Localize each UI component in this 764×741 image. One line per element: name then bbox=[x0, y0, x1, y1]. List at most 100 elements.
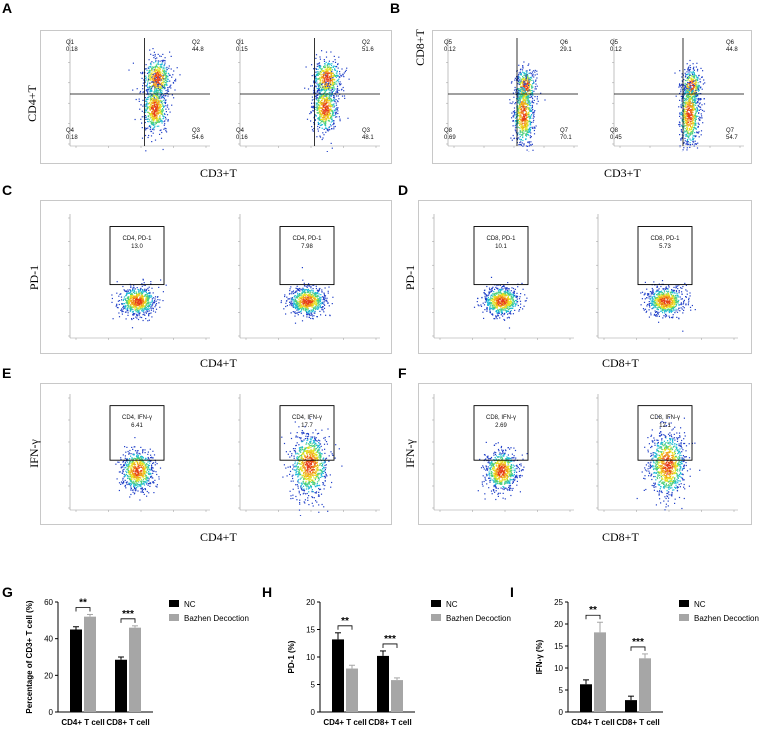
category-label: CD8+ T cell bbox=[368, 718, 411, 727]
significance-marker: ** bbox=[341, 616, 349, 627]
panel-label-c: C bbox=[2, 182, 13, 198]
quadrant-name: Q5 bbox=[444, 40, 453, 46]
y-tick-label: 20 bbox=[554, 620, 563, 629]
gate-label: CD8, IFN-γ 2.69 bbox=[474, 414, 528, 430]
gate-percent: 13.0 bbox=[131, 243, 143, 250]
event-cloud bbox=[134, 67, 173, 152]
gate-name: CD4, PD-1 bbox=[292, 235, 322, 242]
gate-rectangle bbox=[109, 405, 165, 461]
panel-label-e: E bbox=[2, 365, 12, 381]
gate-rectangle bbox=[109, 226, 165, 286]
quadrant-label: Q2 44.8 bbox=[192, 40, 204, 54]
flow-plot-f1: CD8, IFN-γ 2.69 bbox=[426, 392, 576, 516]
y-tick-label: 10 bbox=[554, 664, 563, 673]
flow-plot-d1: CD8, PD-1 10.1 bbox=[426, 212, 576, 344]
quadrant-percent: 0.45 bbox=[610, 135, 622, 141]
panel-d-ylabel: PD-1 bbox=[403, 264, 418, 291]
y-axis-label: Percentage of CD3+ T cell (%) bbox=[25, 600, 34, 713]
significance-marker: *** bbox=[632, 637, 644, 648]
gate-name: CD8, IFN-γ bbox=[486, 414, 516, 421]
gate-percent: 10.1 bbox=[495, 243, 507, 250]
gate-name: CD8, IFN-γ bbox=[650, 414, 680, 421]
quadrant-name: Q5 bbox=[610, 40, 619, 46]
flow-plot-f2: CD8, IFN-γ 12.1 bbox=[590, 392, 740, 516]
panel-b-ylabel: CD8+T bbox=[412, 29, 427, 66]
quadrant-percent: 54.7 bbox=[726, 135, 738, 141]
panel-label-a: A bbox=[2, 0, 13, 16]
quadrant-name: Q6 bbox=[560, 40, 569, 46]
gate-name: CD4, IFN-γ bbox=[122, 414, 152, 421]
category-label: CD4+ T cell bbox=[323, 718, 366, 727]
gate-label: CD4, PD-1 13.0 bbox=[110, 235, 164, 251]
gate-name: CD4, IFN-γ bbox=[292, 414, 322, 421]
quadrant-percent: 44.8 bbox=[726, 47, 738, 53]
bar-nc bbox=[625, 700, 637, 712]
panel-label-h: H bbox=[262, 584, 273, 600]
bar-nc bbox=[115, 659, 127, 712]
y-tick-label: 0 bbox=[559, 708, 564, 717]
significance-bracket bbox=[585, 614, 601, 620]
flow-plot-e1: CD4, IFN-γ 6.41 bbox=[62, 392, 212, 516]
quadrant-name: Q2 bbox=[192, 40, 201, 46]
quadrant-name: Q1 bbox=[66, 40, 75, 46]
legend-label: Bazhen Decoction bbox=[184, 614, 249, 623]
quadrant-name: Q7 bbox=[560, 128, 569, 134]
legend-label: Bazhen Decoction bbox=[694, 614, 759, 623]
quadrant-label: Q6 44.8 bbox=[726, 40, 738, 54]
quadrant-name: Q8 bbox=[610, 128, 619, 134]
y-tick-label: 0 bbox=[49, 708, 54, 717]
gate-name: CD8, PD-1 bbox=[486, 235, 516, 242]
gate-percent: 7.98 bbox=[301, 243, 313, 250]
flow-plot-c1: CD4, PD-1 13.0 bbox=[62, 212, 212, 344]
panel-a-xlabel: CD3+T bbox=[200, 166, 237, 180]
gate-percent: 6.41 bbox=[131, 422, 143, 429]
gate-name: CD4, PD-1 bbox=[122, 235, 152, 242]
panel-label-i: I bbox=[510, 584, 514, 600]
gate-rectangle bbox=[279, 226, 335, 286]
quadrant-label: Q5 0.12 bbox=[444, 40, 456, 54]
y-tick-label: 15 bbox=[306, 626, 315, 635]
bar-nc bbox=[332, 639, 344, 712]
flow-plot-a1: Q1 0.18 Q2 44.8 Q4 0.18 Q3 54.6 bbox=[62, 36, 212, 152]
gate-name: CD8, PD-1 bbox=[650, 235, 680, 242]
quadrant-label: Q4 0.18 bbox=[66, 128, 78, 142]
quadrant-label: Q2 51.6 bbox=[362, 40, 374, 54]
gate-percent: 2.69 bbox=[495, 422, 507, 429]
bar-chart-h: 0 5 10 15 20 PD-1 (%) ** CD4+ T cell *** CD8+ T c… bbox=[287, 598, 511, 727]
significance-bracket bbox=[630, 646, 646, 651]
event-cloud bbox=[304, 70, 349, 152]
flow-plot-e2: CD4, IFN-γ 17.7 bbox=[232, 392, 382, 516]
significance-marker: *** bbox=[122, 609, 134, 620]
panel-a-ylabel: CD4+T bbox=[24, 85, 39, 122]
quadrant-name: Q6 bbox=[726, 40, 735, 46]
legend-swatch bbox=[169, 600, 179, 607]
quadrant-percent: 0.69 bbox=[444, 135, 456, 141]
quadrant-percent: 51.6 bbox=[362, 47, 374, 53]
gate-rectangle bbox=[473, 226, 529, 286]
quadrant-name: Q1 bbox=[236, 40, 245, 46]
quadrant-label: Q1 0.18 bbox=[66, 40, 78, 54]
panel-label-f: F bbox=[398, 365, 407, 381]
quadrant-label: Q5 0.12 bbox=[610, 40, 622, 54]
legend-swatch bbox=[431, 600, 441, 607]
panel-e-ylabel: IFN-γ bbox=[26, 439, 41, 468]
quadrant-name: Q4 bbox=[236, 128, 245, 134]
gate-label: CD4, IFN-γ 6.41 bbox=[110, 414, 164, 430]
significance-bracket bbox=[382, 643, 398, 648]
bar-chart-g: 0 20 40 60 Percentage of CD3+ T cell (%) ** CD… bbox=[25, 597, 249, 727]
gate-rectangle bbox=[637, 405, 693, 461]
gate-label: CD8, IFN-γ 12.1 bbox=[638, 414, 692, 430]
significance-bracket bbox=[75, 607, 91, 612]
event-cloud bbox=[128, 48, 181, 111]
y-tick-label: 15 bbox=[554, 642, 563, 651]
bar-bazhen bbox=[594, 632, 606, 712]
flow-plot-b1: Q5 0.12 Q6 29.1 Q8 0.69 Q7 70.1 bbox=[440, 36, 580, 152]
event-cloud bbox=[473, 276, 528, 329]
panel-c-xlabel: CD4+T bbox=[200, 356, 237, 370]
quadrant-label: Q7 70.1 bbox=[560, 128, 572, 142]
panel-label-g: G bbox=[2, 584, 13, 600]
panel-e-box bbox=[40, 383, 392, 525]
gate-label: CD8, PD-1 10.1 bbox=[474, 235, 528, 251]
legend-swatch bbox=[679, 600, 689, 607]
quadrant-name: Q3 bbox=[192, 128, 201, 134]
